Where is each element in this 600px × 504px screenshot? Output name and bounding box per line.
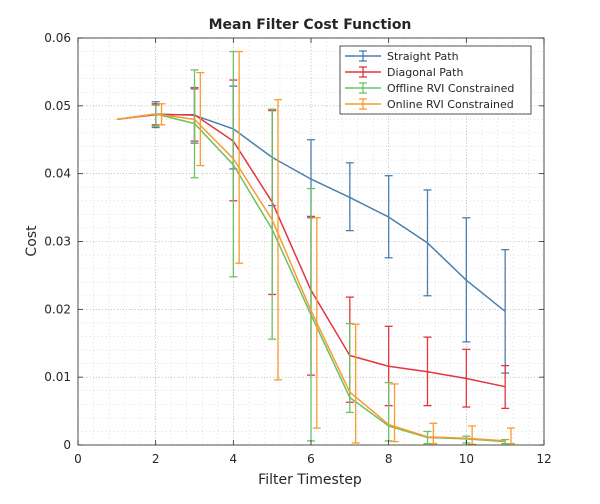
y-tick-label: 0.05 bbox=[44, 99, 71, 113]
legend-label: Online RVI Constrained bbox=[387, 98, 514, 111]
y-tick-label: 0.03 bbox=[44, 235, 71, 249]
y-tick-label: 0.02 bbox=[44, 302, 71, 316]
legend-label: Offline RVI Constrained bbox=[387, 82, 514, 95]
y-tick-label: 0.01 bbox=[44, 370, 71, 384]
series-layer bbox=[116, 50, 515, 445]
x-tick-label: 8 bbox=[385, 452, 393, 466]
x-tick-label: 12 bbox=[536, 452, 551, 466]
y-axis-label: Cost bbox=[24, 225, 40, 257]
x-tick-label: 6 bbox=[307, 452, 315, 466]
legend-box bbox=[339, 45, 532, 115]
y-tick-label: 0.04 bbox=[44, 167, 71, 181]
x-tick-label: 4 bbox=[230, 452, 238, 466]
legend-label: Straight Path bbox=[387, 50, 459, 63]
legend-label: Diagonal Path bbox=[387, 66, 463, 79]
chart-title: Mean Filter Cost Function bbox=[209, 17, 412, 33]
x-tick-label: 2 bbox=[152, 452, 160, 466]
x-tick-label: 10 bbox=[459, 452, 474, 466]
legend: Straight Path Diagonal Path Offline RVI Co… bbox=[339, 45, 532, 115]
y-tick-label: 0 bbox=[63, 438, 71, 452]
x-tick-label: 0 bbox=[74, 452, 82, 466]
x-axis-label: Filter Timestep bbox=[258, 472, 362, 488]
series-group bbox=[116, 50, 515, 445]
series-line bbox=[116, 113, 506, 442]
y-tick-label: 0.06 bbox=[44, 31, 71, 45]
axis-ticks: 0 2 4 6 8 10 12 0 0.01 0.02 0.03 0.04 0.05 0.06 bbox=[44, 31, 551, 466]
